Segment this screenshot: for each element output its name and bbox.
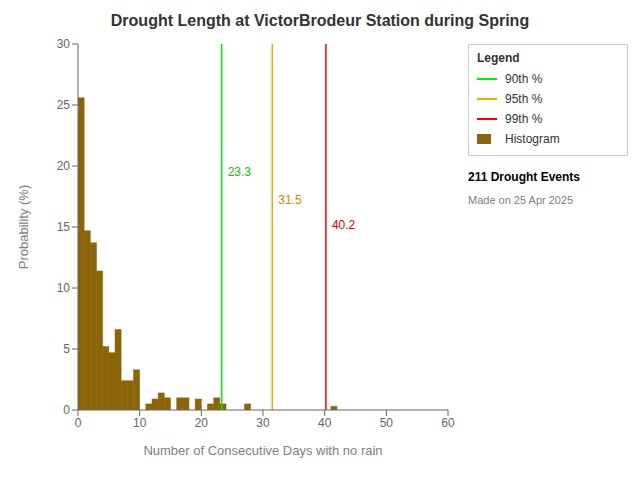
svg-text:23.3: 23.3 bbox=[228, 165, 252, 179]
svg-text:20: 20 bbox=[57, 159, 71, 173]
html-text:Made on 25 Apr 2025: Made on 25 Apr 2025 bbox=[468, 194, 574, 206]
svg-text:31.5: 31.5 bbox=[278, 193, 302, 207]
svg-text:0: 0 bbox=[75, 416, 82, 430]
html-text:Histogram: Histogram bbox=[505, 132, 560, 146]
svg-text:30: 30 bbox=[256, 416, 270, 430]
html-text:211 Drought Events: 211 Drought Events bbox=[468, 170, 580, 184]
svg-text:10: 10 bbox=[57, 281, 71, 295]
svg-text:0: 0 bbox=[63, 403, 70, 417]
svg-text:50: 50 bbox=[380, 416, 394, 430]
html-text:Legend: Legend bbox=[477, 51, 520, 65]
html-text:95th %: 95th % bbox=[505, 92, 543, 106]
svg-text:60: 60 bbox=[441, 416, 455, 430]
html-text:Drought Length at VictorBrodeu: Drought Length at VictorBrodeur Station … bbox=[110, 12, 530, 29]
html-text:99th %: 99th % bbox=[505, 112, 543, 126]
svg-text:40.2: 40.2 bbox=[332, 218, 356, 232]
svg-text:30: 30 bbox=[57, 37, 71, 51]
svg-text:40: 40 bbox=[318, 416, 332, 430]
svg-text:25: 25 bbox=[57, 98, 71, 112]
svg-text:Probability (%): Probability (%) bbox=[16, 185, 31, 270]
svg-text:15: 15 bbox=[57, 220, 71, 234]
svg-text:20: 20 bbox=[195, 416, 209, 430]
svg-text:5: 5 bbox=[63, 342, 70, 356]
html-text:90th %: 90th % bbox=[505, 72, 543, 86]
svg-text:Number of Consecutive Days wit: Number of Consecutive Days with no rain bbox=[143, 443, 382, 458]
svg-text:10: 10 bbox=[133, 416, 147, 430]
